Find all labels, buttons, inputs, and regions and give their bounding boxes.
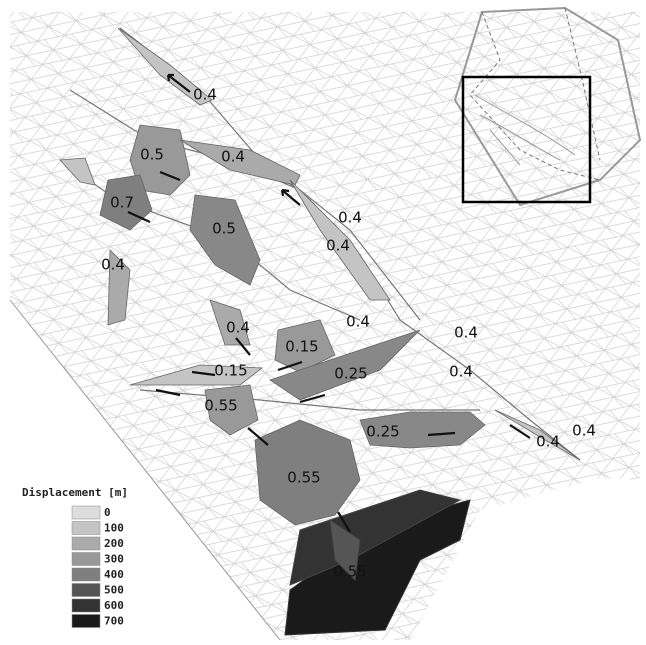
- displacement-label: 0.4: [326, 237, 350, 255]
- displacement-label: 0.4: [536, 433, 560, 451]
- displacement-label: 0.4: [572, 422, 596, 440]
- displacement-label: 0.4: [346, 313, 370, 331]
- displacement-label: 0.55: [204, 397, 237, 415]
- displacement-label: 0.5: [212, 220, 236, 238]
- legend-label: 200: [104, 537, 124, 550]
- domain-boundary: [9, 299, 281, 641]
- legend-swatch: [71, 505, 101, 520]
- displacement-label: 0.4: [226, 319, 250, 337]
- displacement-zones: [59, 27, 581, 636]
- legend-label: 0: [104, 506, 111, 519]
- inset-map: [453, 6, 642, 207]
- displacement-label: 0.4: [101, 256, 125, 274]
- legend-swatch: [71, 583, 101, 597]
- legend-swatch: [71, 536, 101, 551]
- legend-swatch: [71, 552, 101, 566]
- legend-label: 300: [104, 553, 124, 566]
- displacement-label: 0.7: [110, 194, 134, 212]
- legend-label: 700: [104, 615, 124, 628]
- legend-label: 600: [104, 599, 124, 612]
- legend-swatch: [71, 614, 101, 628]
- legend-swatch: [71, 567, 101, 582]
- displacement-label: 0.55: [287, 469, 320, 487]
- displacement-label: 0.15: [214, 362, 247, 380]
- displacement-label: 0.4: [449, 363, 473, 381]
- displacement-label: 0.4: [193, 86, 217, 104]
- displacement-label: 0.4: [221, 148, 245, 166]
- legend-title: Displacement [m]: [22, 486, 128, 499]
- displacement-label: 0.5: [140, 146, 164, 164]
- displacement-label: 0.25: [366, 423, 399, 441]
- arrows: [127, 73, 531, 533]
- displacement-label: 0.15: [285, 338, 318, 356]
- displacement-label: 0.55: [333, 563, 366, 581]
- legend-label: 500: [104, 584, 124, 597]
- displacement-label: 0.4: [454, 324, 478, 342]
- legend-swatch: [71, 521, 101, 535]
- legend-label: 400: [104, 568, 124, 581]
- legend-label: 100: [104, 522, 124, 535]
- displacement-label: 0.4: [338, 209, 362, 227]
- legend-swatch: [71, 598, 101, 613]
- displacement-label: 0.25: [334, 365, 367, 383]
